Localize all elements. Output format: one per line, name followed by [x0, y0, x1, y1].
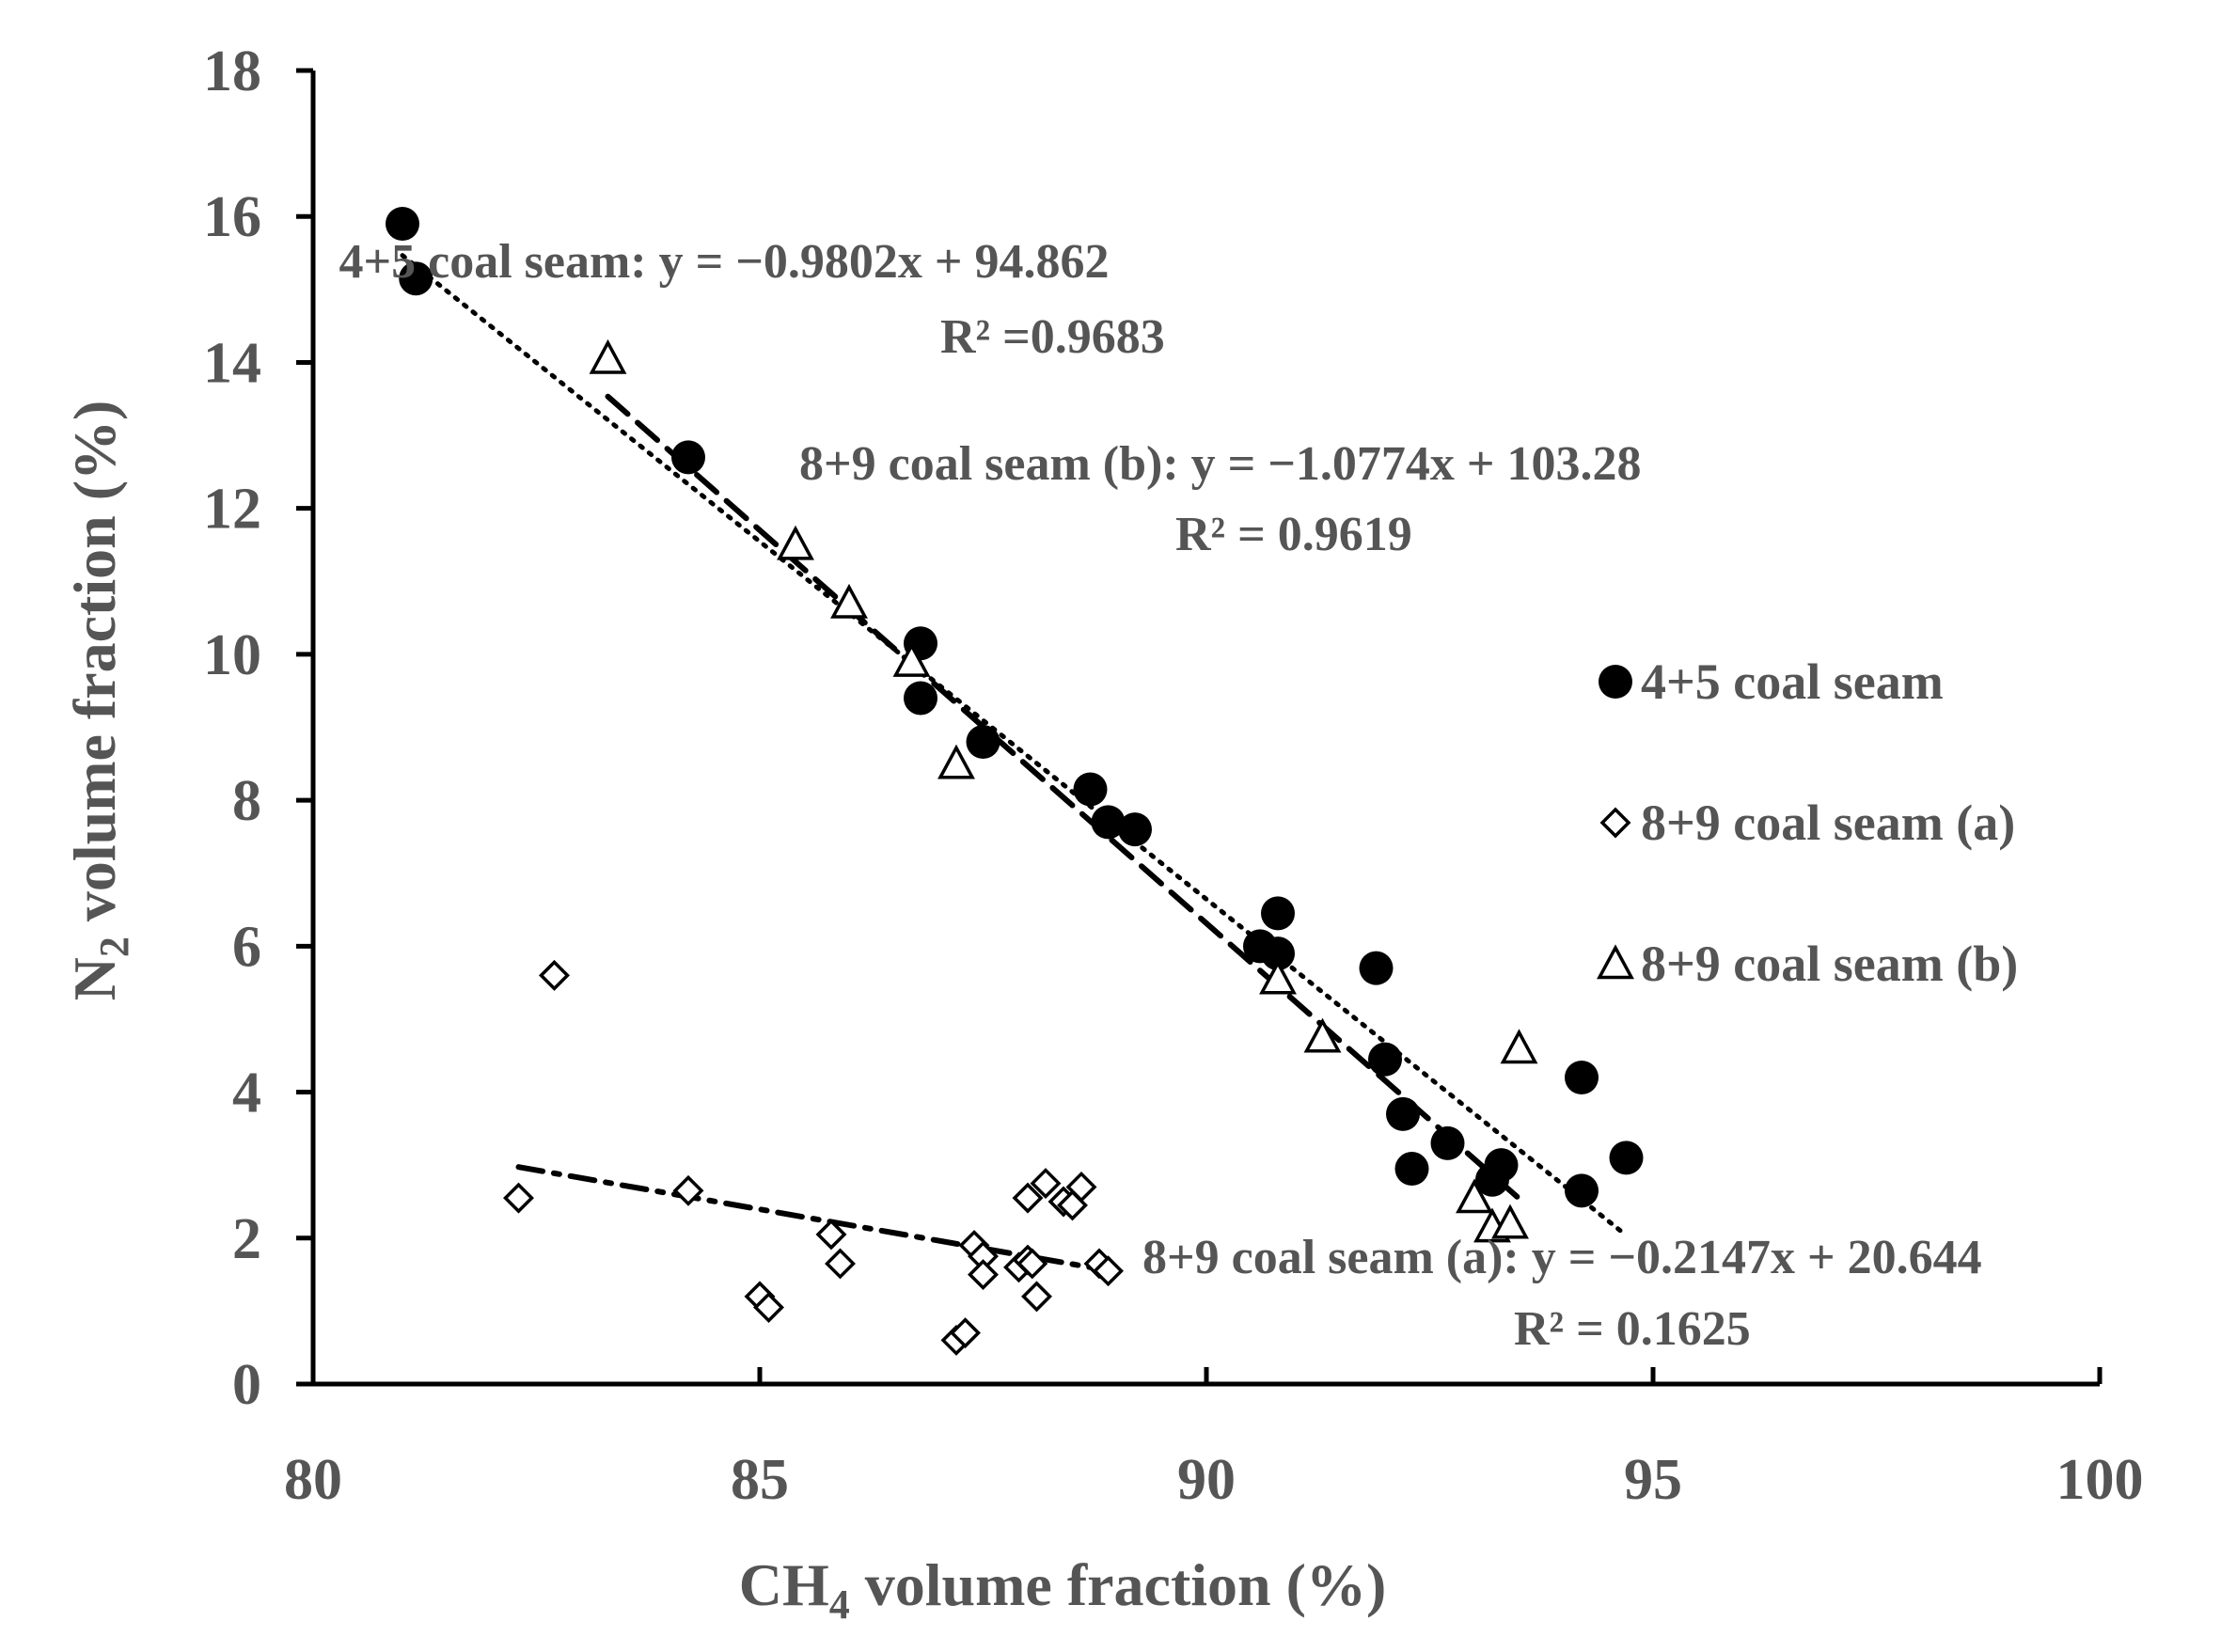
legend: 4+5 coal seam 8+9 coal seam (a) 8+9 coal s…	[1597, 653, 2018, 992]
y-tick-label: 18	[203, 39, 261, 103]
series-8-9-coal-seam-b-	[589, 338, 1538, 1243]
x-tick-label: 100	[2056, 1448, 2144, 1512]
r-squared-8-9-a: R² = 0.1625	[1514, 1302, 1751, 1356]
series-8-9-coal-seam-a-	[503, 959, 1124, 1356]
data-point	[753, 1292, 784, 1323]
trendline-dash-dot	[515, 1164, 1111, 1274]
legend-label: 8+9 coal seam (a)	[1641, 795, 2015, 851]
data-point	[589, 338, 627, 374]
data-point	[1065, 1171, 1097, 1203]
data-point	[892, 641, 931, 677]
data-point	[503, 1182, 534, 1214]
data-point	[1386, 1096, 1420, 1131]
data-point	[1012, 1182, 1044, 1214]
x-axis-title: CH4 volume fraction (%)	[739, 1551, 1387, 1628]
data-point	[1565, 1173, 1599, 1208]
data-point	[937, 744, 975, 779]
y-tick-label: 6	[232, 915, 261, 979]
data-point	[1118, 812, 1152, 847]
y-axis-title: N2 volume fraction (%)	[61, 401, 137, 1001]
data-point	[1093, 1255, 1124, 1287]
data-point	[904, 681, 937, 716]
x-tick-label: 95	[1624, 1448, 1682, 1512]
trendline-layer	[400, 253, 1629, 1274]
data-point	[1303, 1017, 1342, 1053]
axes: 0 2 4 6 8 10 12 14 16 18 80 85 90 95 100	[203, 39, 2144, 1512]
trendline-dotted	[400, 253, 1629, 1238]
data-point	[399, 261, 433, 296]
legend-marker	[1599, 665, 1632, 699]
data-point	[1456, 1178, 1493, 1214]
data-point	[966, 725, 1000, 760]
y-tick-label: 14	[203, 331, 261, 395]
series-4-5-coal-seam	[386, 206, 1644, 1208]
data-point	[1021, 1281, 1052, 1313]
data-point	[671, 440, 705, 475]
equation-8-9-a: 8+9 coal seam (a): y = −0.2147x + 20.644	[1142, 1231, 1982, 1284]
trendline-dashed	[605, 393, 1522, 1202]
data-point	[539, 959, 570, 991]
y-tick-label: 16	[203, 185, 261, 249]
data-point	[950, 1317, 981, 1349]
y-tick-label: 2	[232, 1207, 261, 1271]
data-point	[672, 1174, 704, 1206]
data-point	[825, 1248, 856, 1280]
data-point	[1016, 1248, 1048, 1280]
data-point	[1261, 896, 1295, 931]
x-tick-label: 90	[1177, 1448, 1236, 1512]
legend-marker	[1597, 944, 1634, 980]
data-point	[1261, 936, 1295, 971]
y-tick-label: 12	[203, 478, 261, 542]
x-tick-label: 85	[731, 1448, 789, 1512]
x-tick-label: 80	[284, 1448, 342, 1512]
y-tick-label: 4	[232, 1062, 261, 1125]
r-squared-4-5: R² =0.9683	[940, 310, 1165, 364]
data-point	[777, 525, 814, 560]
legend-label: 8+9 coal seam (b)	[1641, 936, 2018, 992]
equation-4-5: 4+5 coal seam: y = −0.9802x + 94.862	[339, 235, 1110, 289]
data-point	[968, 1259, 999, 1291]
data-points	[386, 206, 1644, 1356]
data-point	[1073, 772, 1108, 807]
data-point	[1259, 959, 1297, 995]
data-point	[1609, 1141, 1644, 1175]
data-point	[815, 1219, 847, 1251]
data-point	[1359, 951, 1394, 985]
data-point	[1430, 1125, 1465, 1160]
legend-label: 4+5 coal seam	[1641, 653, 1944, 710]
data-point	[830, 583, 868, 619]
y-tick-label: 10	[203, 623, 261, 687]
data-point	[386, 206, 419, 241]
data-point	[1565, 1061, 1599, 1095]
y-tick-label: 8	[232, 769, 261, 833]
data-point	[1368, 1042, 1402, 1077]
y-tick-label: 0	[232, 1353, 261, 1417]
data-point	[1491, 1204, 1529, 1239]
data-point	[1030, 1168, 1062, 1200]
data-point	[1091, 805, 1126, 840]
data-point	[1500, 1029, 1538, 1064]
r-squared-8-9-b: R² = 0.9619	[1175, 508, 1412, 561]
data-point	[1394, 1152, 1429, 1187]
legend-marker	[1599, 807, 1631, 839]
equation-8-9-b: 8+9 coal seam (b): y = −1.0774x + 103.28	[799, 437, 1642, 491]
data-point	[1484, 1148, 1519, 1183]
